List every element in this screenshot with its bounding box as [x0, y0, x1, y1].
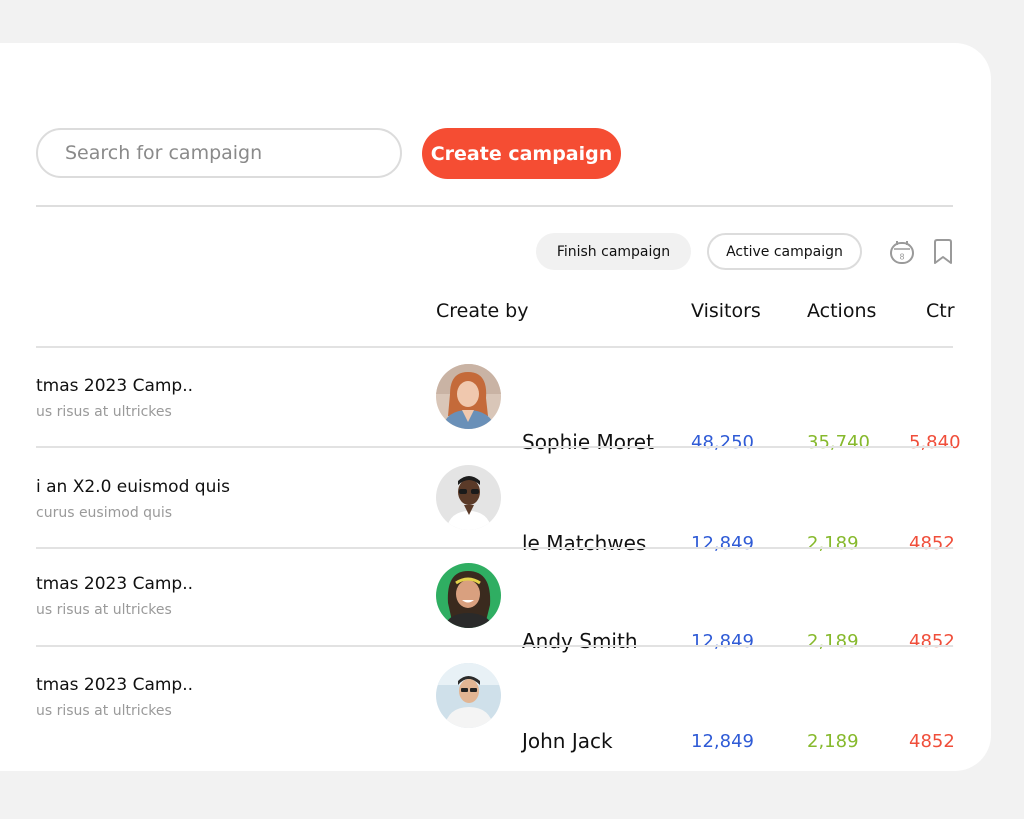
row-divider	[36, 346, 953, 348]
campaign-subtitle: us risus at ultrickes	[36, 602, 172, 618]
creator-name: Andy Smith	[522, 629, 638, 653]
ctr-value: 4852	[909, 533, 955, 554]
actions-value: 2,189	[807, 731, 859, 752]
column-header-create-by[interactable]: Create by	[436, 300, 529, 322]
search-placeholder: Search for campaign	[65, 142, 263, 164]
row-divider	[36, 645, 953, 647]
column-header-actions[interactable]: Actions	[807, 300, 877, 322]
campaign-subtitle: curus eusimod quis	[36, 505, 173, 521]
search-input[interactable]: Search for campaign	[36, 128, 402, 178]
actions-value: 35,740	[807, 432, 870, 453]
filter-finish-campaign[interactable]: Finish campaign	[536, 233, 691, 270]
campaign-title: tmas 2023 Camp..	[36, 574, 194, 594]
campaign-title: tmas 2023 Camp..	[36, 675, 194, 695]
avatar	[436, 465, 501, 530]
calendar-badge: 8	[899, 253, 904, 262]
campaign-subtitle: us risus at ultrickes	[36, 703, 172, 719]
visitors-value: 48,250	[691, 432, 754, 453]
campaign-title: tmas 2023 Camp..	[36, 376, 194, 396]
avatar	[436, 663, 501, 728]
avatar	[436, 364, 501, 429]
creator-name: John Jack	[522, 729, 613, 753]
visitors-value: 12,849	[691, 533, 754, 554]
campaign-panel: Search for campaign Create campaign Fini…	[0, 43, 991, 771]
create-campaign-label: Create campaign	[430, 142, 613, 165]
row-divider	[36, 446, 953, 448]
column-header-visitors[interactable]: Visitors	[691, 300, 761, 322]
calendar-icon[interactable]: 8	[887, 237, 917, 267]
campaign-title: i an X2.0 euismod quis	[36, 477, 230, 497]
actions-value: 2,189	[807, 631, 859, 652]
creator-name: Sophie Moret	[522, 430, 654, 454]
create-campaign-button[interactable]: Create campaign	[422, 128, 621, 179]
ctr-value: 5,840	[909, 432, 961, 453]
row-divider	[36, 547, 953, 549]
filter-finish-label: Finish campaign	[556, 243, 671, 260]
creator-name: le Matchwes	[522, 531, 647, 555]
ctr-value: 4852	[909, 731, 955, 752]
visitors-value: 12,849	[691, 731, 754, 752]
filter-active-campaign[interactable]: Active campaign	[707, 233, 862, 270]
header-divider	[36, 205, 953, 207]
visitors-value: 12,849	[691, 631, 754, 652]
avatar	[436, 563, 501, 628]
column-header-ctr[interactable]: Ctr	[926, 300, 955, 322]
bookmark-icon[interactable]	[928, 237, 958, 267]
ctr-value: 4852	[909, 631, 955, 652]
filter-active-label: Active campaign	[726, 243, 843, 260]
campaign-subtitle: us risus at ultrickes	[36, 404, 172, 420]
actions-value: 2,189	[807, 533, 859, 554]
